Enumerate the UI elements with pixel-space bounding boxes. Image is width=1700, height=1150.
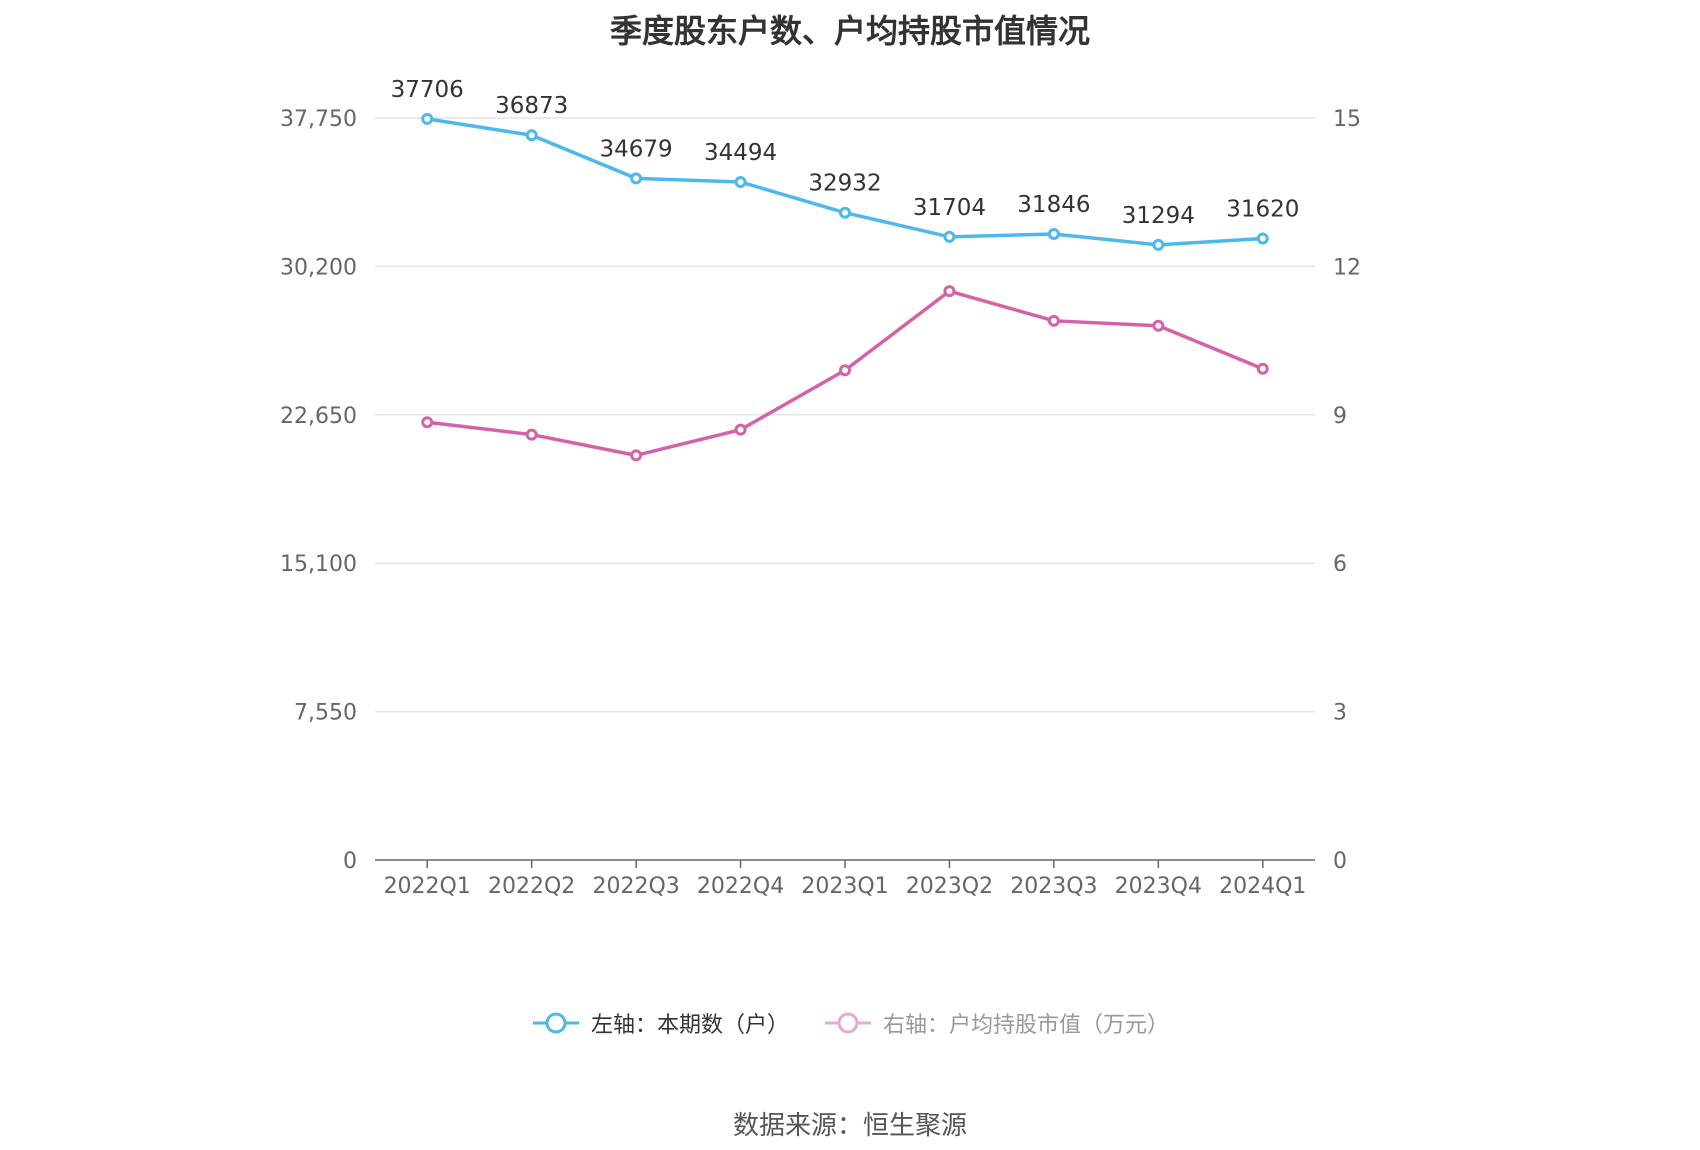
legend-item-holders[interactable]: 左轴：本期数（户） — [531, 1007, 789, 1039]
legend-label-avg-value: 右轴：户均持股市值（万元） — [883, 1013, 1170, 1038]
legend-line-icon-pink — [825, 1012, 871, 1034]
series-1-point — [943, 285, 956, 298]
data-label: 36873 — [495, 93, 568, 119]
series-0-point — [630, 172, 643, 185]
x-axis-tick-label: 2022Q3 — [592, 874, 679, 899]
series-1-point — [630, 449, 643, 462]
left-axis-tick-label: 22,650 — [280, 404, 357, 429]
left-axis-tick-label: 0 — [343, 849, 357, 874]
series-0-point — [421, 112, 434, 125]
legend-line-icon-blue — [532, 1012, 579, 1034]
right-axis-tick-label: 6 — [1333, 552, 1347, 577]
series-1-point — [525, 428, 538, 441]
right-axis-tick-label: 9 — [1333, 404, 1347, 429]
legend-item-avg-value[interactable]: 右轴：户均持股市值（万元） — [823, 1007, 1169, 1039]
series-1-point — [1256, 362, 1269, 375]
data-label: 34679 — [600, 136, 673, 162]
series-0-point — [734, 175, 747, 188]
data-source: 数据来源：恒生聚源 — [732, 1111, 967, 1141]
left-axis-tick-label: 37,750 — [280, 107, 357, 132]
chart-canvas: 0 7,550 15,100 22,650 30,200 37,750 0 3 6 9 12 15 20… — [280, 77, 1361, 899]
x-axis-tick-label: 2024Q1 — [1219, 874, 1306, 899]
series-1-point — [1152, 319, 1165, 332]
data-label: 37706 — [391, 77, 464, 103]
legend-label-holders: 左轴：本期数（户） — [590, 1013, 789, 1038]
series-0-point — [525, 129, 538, 142]
series-1-point — [734, 423, 747, 436]
x-axis-tick-label: 2022Q4 — [697, 874, 784, 899]
series-0-point — [1256, 232, 1269, 245]
x-axis-tick-label: 2023Q3 — [1010, 874, 1097, 899]
right-axis-tick-label: 3 — [1333, 701, 1347, 726]
right-axis-tick-label: 15 — [1333, 107, 1361, 132]
data-label: 34494 — [704, 140, 777, 166]
x-axis-tick-label: 2023Q1 — [801, 874, 888, 899]
data-label: 31620 — [1226, 196, 1299, 222]
x-axis-tick-label: 2022Q1 — [384, 874, 471, 899]
series-0-point — [839, 206, 851, 219]
series-1-point — [1047, 314, 1060, 327]
series-0-point — [1047, 228, 1060, 241]
left-axis-tick-label: 15,100 — [280, 552, 357, 577]
x-axis-tick-label: 2022Q2 — [488, 874, 575, 899]
right-axis-tick-label: 12 — [1333, 255, 1361, 280]
x-axis-tick-label: 2023Q2 — [906, 874, 993, 899]
data-label: 31294 — [1122, 203, 1195, 229]
data-label: 32932 — [808, 171, 881, 197]
series-0-point — [1152, 238, 1165, 251]
legend: 左轴：本期数（户） 右轴：户均持股市值（万元） — [0, 1007, 1700, 1039]
series-0-point — [943, 230, 956, 243]
data-label: 31846 — [1017, 192, 1090, 218]
x-axis-tick-label: 2023Q4 — [1115, 874, 1202, 899]
data-label: 31704 — [913, 195, 986, 221]
right-axis-tick-label: 0 — [1333, 849, 1347, 874]
left-axis-tick-label: 7,550 — [294, 701, 357, 726]
series-1-point — [421, 416, 434, 429]
chart-title: 季度股东户数、户均持股市值情况 — [609, 12, 1090, 50]
left-axis-tick-label: 30,200 — [280, 255, 357, 280]
series-1-point — [839, 364, 851, 377]
